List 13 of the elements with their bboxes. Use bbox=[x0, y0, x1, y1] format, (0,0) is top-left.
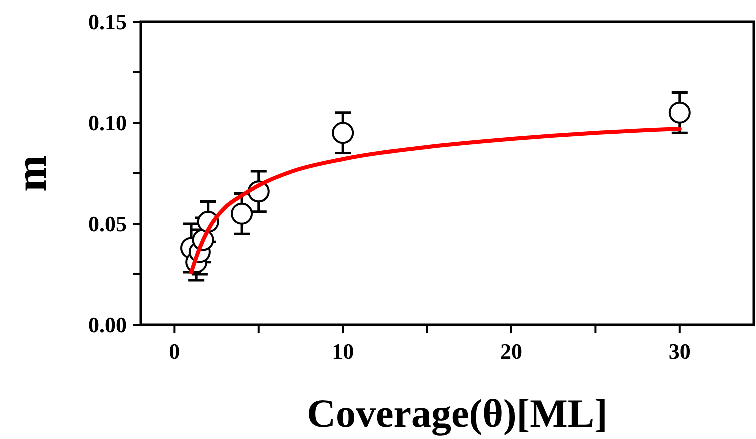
x-tick-label: 30 bbox=[668, 339, 691, 364]
y-tick-label: 0.15 bbox=[88, 10, 127, 35]
x-tick-label: 20 bbox=[500, 339, 522, 364]
text: 0.00 bbox=[88, 312, 127, 338]
point bbox=[668, 102, 691, 124]
x-axis-title: Coverage(θ)[ML] bbox=[307, 391, 608, 436]
y-tick-label: 0.10 bbox=[88, 110, 127, 136]
point bbox=[231, 202, 254, 225]
x-tick-label: 0 bbox=[169, 339, 180, 364]
y-tick-label: 0.05 bbox=[88, 212, 127, 237]
point bbox=[332, 122, 354, 144]
y-axis-title: m bbox=[7, 155, 56, 192]
x-tick-label: 10 bbox=[332, 339, 354, 364]
